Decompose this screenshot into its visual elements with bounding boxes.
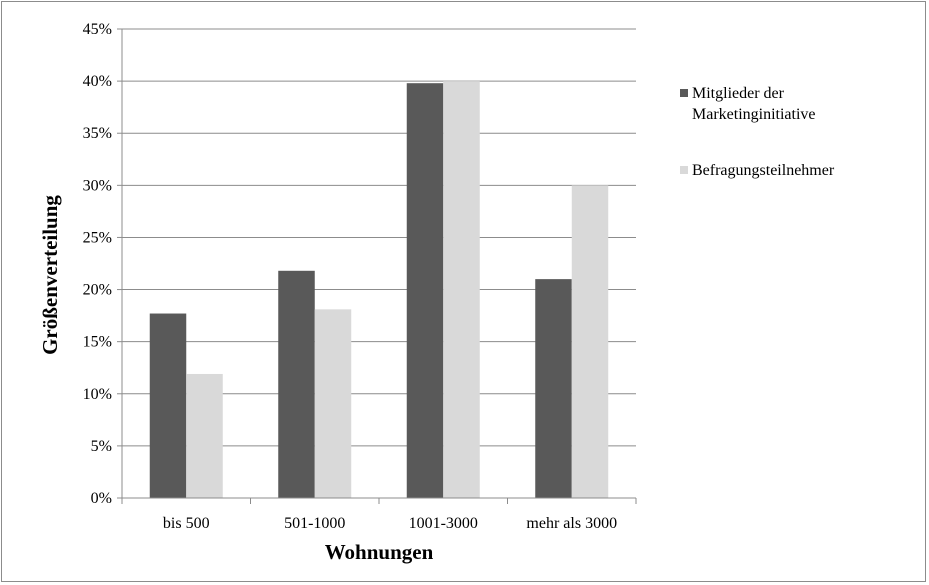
bar-mitglieder xyxy=(149,313,187,498)
legend-swatch xyxy=(680,89,688,97)
x-tick-labels: bis 500 501-1000 1001-3000 mehr als 3000 xyxy=(163,515,617,532)
x-tick-label: bis 500 xyxy=(163,515,210,532)
bar-befragungsteilnehmer xyxy=(186,373,223,498)
x-tick-label: mehr als 3000 xyxy=(526,515,617,532)
y-tick-label: 45% xyxy=(83,21,112,38)
bars xyxy=(149,81,609,499)
legend-label: Befragungsteilnehmer xyxy=(692,162,835,179)
y-tick-label: 0% xyxy=(91,490,112,507)
x-axis-title: Wohnungen xyxy=(325,540,434,564)
x-tick-label: 1001-3000 xyxy=(409,515,478,532)
legend-label: Mitglieder der Marketinginitiative xyxy=(692,85,816,123)
axes xyxy=(117,28,637,504)
y-tick-label: 35% xyxy=(83,125,112,142)
y-tick-label: 30% xyxy=(83,177,112,194)
legend: Mitglieder der Marketinginitiative Befragu… xyxy=(680,85,835,179)
y-tick-label: 25% xyxy=(83,229,112,246)
y-axis-title: Größenverteilung xyxy=(38,195,62,355)
legend-swatch xyxy=(680,166,688,174)
bar-mitglieder xyxy=(278,270,315,498)
y-tick-label: 40% xyxy=(83,73,112,90)
bar-befragungsteilnehmer xyxy=(314,309,352,498)
y-tick-labels: 0% 5% 10% 15% 20% 25% 30% 35% 40% 45% xyxy=(83,21,112,507)
x-tick-label: 501-1000 xyxy=(284,515,345,532)
bar-mitglieder xyxy=(535,279,572,498)
bar-befragungsteilnehmer xyxy=(571,185,609,499)
bar-befragungsteilnehmer xyxy=(443,81,480,498)
bar-mitglieder xyxy=(406,83,444,498)
y-tick-label: 20% xyxy=(83,282,112,299)
y-tick-label: 15% xyxy=(83,334,112,351)
y-tick-label: 5% xyxy=(91,438,112,455)
y-tick-label: 10% xyxy=(83,386,112,403)
